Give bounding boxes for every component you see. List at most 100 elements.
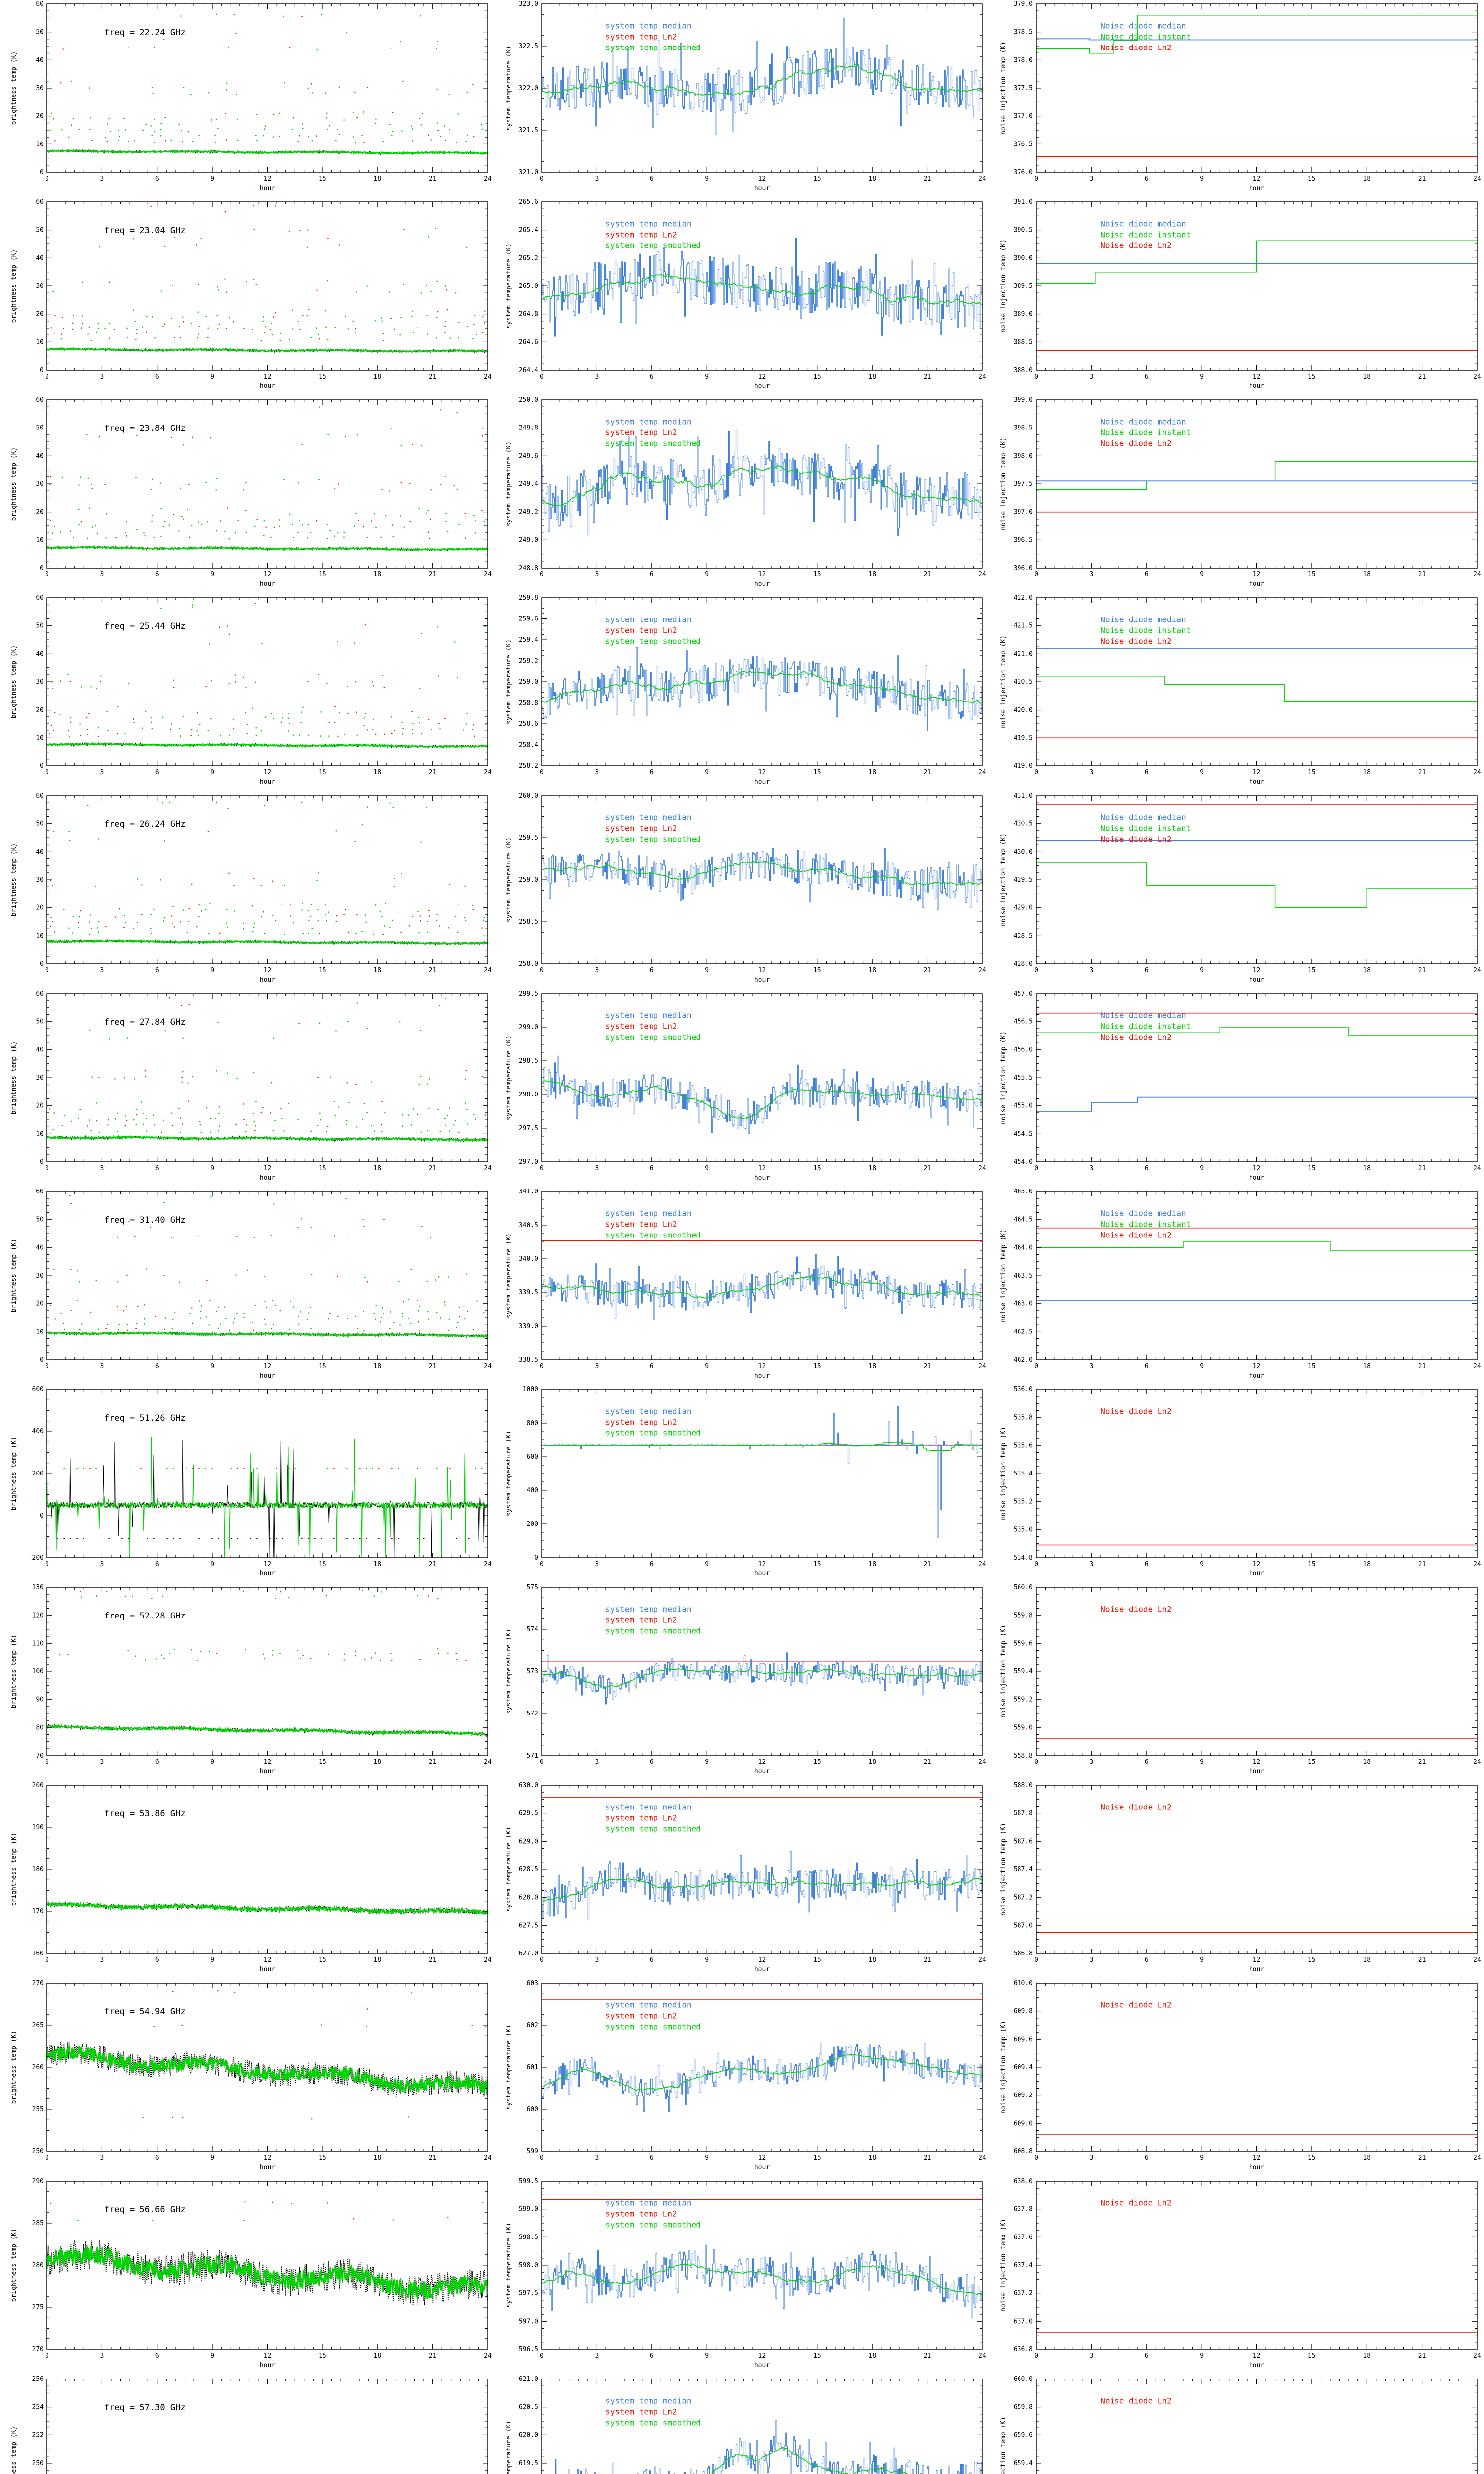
- x-tick-label: 3: [1089, 175, 1093, 183]
- freq-label: freq = 53.86 GHz: [104, 1809, 186, 1819]
- y-tick-label: 596.5: [519, 2346, 538, 2353]
- y-tick-label: 280: [32, 2262, 44, 2269]
- y-tick-label: 379.0: [1014, 0, 1033, 8]
- x-tick-label: 0: [1034, 769, 1038, 776]
- panel-noise: Noise diode Ln203691215182124hour658.865…: [1000, 2376, 1478, 2474]
- x-tick-label: 12: [1253, 967, 1261, 974]
- y-axis-label: noise injection temp (K): [1000, 239, 1007, 333]
- brightness-zenith-trace: [46, 545, 488, 552]
- x-tick-label: 15: [1308, 1561, 1316, 1568]
- y-tick-label: 50: [36, 820, 44, 828]
- y-tick-label: 463.0: [1014, 1300, 1033, 1308]
- legend: Noise diode Ln2: [1100, 1406, 1172, 1416]
- y-tick-label: 200: [527, 1521, 538, 1528]
- x-tick-label: 21: [1418, 175, 1426, 183]
- x-tick-label: 21: [429, 967, 437, 974]
- y-tick-label: 465.0: [1014, 1188, 1033, 1195]
- x-tick-label: 3: [100, 2352, 104, 2360]
- legend: system temp median system temp Ln2 system …: [605, 21, 701, 52]
- y-tick-label: 535.6: [1014, 1442, 1033, 1449]
- y-axis-label: system temperature (K): [505, 441, 512, 526]
- x-tick-label: 12: [758, 175, 766, 183]
- x-tick-label: 12: [1253, 2352, 1261, 2360]
- x-tick-label: 24: [484, 1363, 492, 1370]
- x-tick-label: 21: [429, 2154, 437, 2162]
- x-axis-label: hour: [754, 580, 770, 588]
- x-axis-label: hour: [754, 2164, 770, 2171]
- noise-diode-instant-line: [1036, 1027, 1477, 1036]
- y-tick-label: 659.4: [1014, 2460, 1033, 2467]
- x-tick-label: 3: [595, 373, 599, 381]
- y-tick-label: 599.0: [519, 2206, 538, 2213]
- system-temp-median-line: [542, 1254, 983, 1320]
- x-tick-label: 18: [1363, 571, 1371, 578]
- x-tick-label: 0: [1034, 1165, 1038, 1172]
- legend-entry: system temp smoothed: [605, 1032, 701, 1042]
- y-tick-label: 420.5: [1014, 678, 1033, 686]
- y-tick-label: 340.5: [519, 1222, 538, 1229]
- y-tick-label: 558.8: [1014, 1752, 1033, 1760]
- y-tick-label: 259.2: [519, 658, 538, 665]
- x-axis-label: hour: [1249, 185, 1264, 192]
- x-tick-label: 6: [1145, 571, 1149, 578]
- freq-label: freq = 52.28 GHz: [104, 1611, 186, 1621]
- brightness-zenith-trace: [46, 1135, 488, 1142]
- x-tick-label: 3: [100, 1165, 104, 1172]
- panel-brightness: freq = 57.30 GHz03691215182124hour244246…: [10, 2376, 488, 2474]
- x-tick-label: 18: [868, 1956, 876, 1964]
- y-tick-label: 297.0: [519, 1158, 538, 1166]
- x-tick-label: 15: [1308, 2154, 1316, 2162]
- x-tick-label: 18: [373, 967, 381, 974]
- y-tick-label: 609.4: [1014, 2064, 1033, 2071]
- x-tick-label: 24: [978, 1363, 986, 1370]
- x-axis-label: hour: [260, 1372, 275, 1380]
- y-tick-label: 10: [36, 1130, 44, 1138]
- legend-entry: system temp smoothed: [605, 2022, 701, 2031]
- legend-entry: system temp smoothed: [605, 2418, 701, 2427]
- x-tick-label: 3: [100, 373, 104, 381]
- x-tick-label: 9: [1200, 2352, 1204, 2360]
- x-tick-label: 15: [1308, 967, 1316, 974]
- x-tick-label: 6: [155, 1956, 159, 1964]
- x-tick-label: 18: [1363, 373, 1371, 381]
- x-tick-label: 15: [813, 2154, 821, 2162]
- x-axis-label: hour: [1249, 976, 1264, 984]
- x-tick-label: 21: [924, 175, 931, 183]
- panel-noise: Noise diode median Noise diode instantNoi…: [1000, 198, 1481, 390]
- x-tick-label: 15: [1308, 175, 1316, 183]
- sky-dip-scatter: [49, 406, 487, 540]
- x-tick-label: 15: [813, 175, 821, 183]
- x-tick-label: 12: [758, 1759, 766, 1766]
- y-tick-label: 377.0: [1014, 113, 1033, 120]
- y-axis-label: system temperature (K): [505, 1827, 512, 1912]
- legend-entry: system temp Ln2: [605, 428, 677, 437]
- x-tick-label: 9: [210, 571, 214, 578]
- panel-brightness: freq = 23.84 GHz 0 3 6 9 12 15 18 21 24 hour 0 10 20 3…: [10, 396, 492, 588]
- x-tick-label: 21: [1418, 2352, 1426, 2360]
- x-tick-label: 9: [1200, 175, 1204, 183]
- y-tick-label: 559.8: [1014, 1612, 1033, 1619]
- x-tick-label: 9: [210, 967, 214, 974]
- x-tick-label: 24: [1473, 2154, 1481, 2162]
- y-tick-label: 455.0: [1014, 1102, 1033, 1110]
- x-tick-label: 21: [429, 1561, 437, 1568]
- x-tick-label: 6: [650, 1165, 654, 1172]
- y-tick-label: 637.4: [1014, 2262, 1033, 2269]
- x-tick-label: 0: [1034, 2154, 1038, 2162]
- y-tick-label: 598.5: [519, 2234, 538, 2241]
- y-tick-label: 259.8: [519, 594, 538, 602]
- x-tick-label: 21: [924, 1561, 931, 1568]
- system-temp-median-line: [542, 1055, 983, 1134]
- y-tick-label: 258.4: [519, 742, 538, 749]
- y-tick-label: 250: [32, 2148, 44, 2155]
- x-tick-label: 12: [758, 967, 766, 974]
- legend-entry: system temp smoothed: [605, 1626, 701, 1635]
- y-tick-label: 628.5: [519, 1866, 538, 1873]
- x-tick-label: 12: [264, 2352, 272, 2360]
- legend-entry: Noise diode Ln2: [1100, 1032, 1172, 1042]
- brightness-zenith-trace: [46, 1901, 489, 1916]
- x-tick-label: 15: [319, 373, 326, 381]
- plot-row-57.3: freq = 57.30 GHz03691215182124hour244246…: [0, 2375, 1484, 2474]
